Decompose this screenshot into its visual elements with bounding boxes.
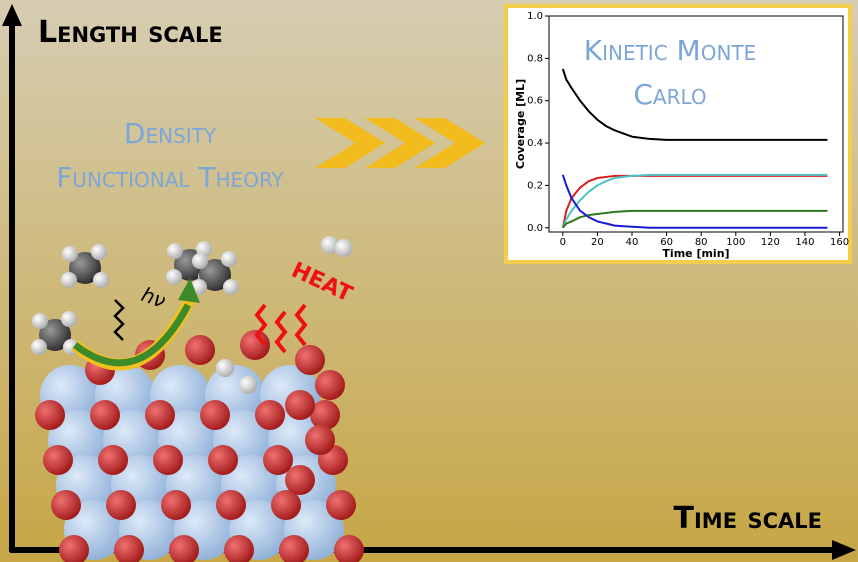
atom [263, 445, 293, 475]
atom [321, 236, 339, 254]
x-tick-label: 0 [560, 237, 566, 248]
y-tick-label: 1.0 [527, 11, 543, 22]
kmc-plot: 0 20 40 60 80 100 120 140 160 0.0 0.2 0.4 0.6 0.8 1.0 T… [514, 11, 849, 260]
chevrons [315, 118, 485, 168]
atom [32, 313, 48, 329]
atom [255, 400, 285, 430]
atom [114, 535, 144, 562]
kmc-label: Carlo [633, 78, 706, 111]
atom [169, 535, 199, 562]
atom [199, 259, 231, 291]
atom [192, 253, 208, 269]
atom [153, 445, 183, 475]
atom [98, 445, 128, 475]
atom [216, 490, 246, 520]
atom [208, 445, 238, 475]
atom [271, 490, 301, 520]
atom [61, 311, 77, 327]
atom [224, 535, 254, 562]
atom [62, 246, 78, 262]
y-tick-label: 0.8 [527, 53, 543, 64]
y-tick-label: 0.2 [527, 180, 543, 191]
atom [167, 243, 183, 259]
atom [106, 490, 136, 520]
atom [185, 335, 215, 365]
atom [295, 345, 325, 375]
y-tick-label: 0.6 [527, 96, 543, 107]
atom [221, 251, 237, 267]
plot-frame [548, 15, 844, 233]
atom [334, 535, 364, 562]
atom [93, 272, 109, 288]
atom [239, 376, 257, 394]
atom [240, 330, 270, 360]
atom [285, 390, 315, 420]
dft-label: Functional Theory [56, 161, 284, 194]
atom [91, 244, 107, 260]
atom [51, 490, 81, 520]
x-tick-label: 160 [830, 237, 849, 248]
atom [69, 252, 101, 284]
x-tick-label: 60 [660, 237, 673, 248]
x-tick-label: 20 [591, 237, 604, 248]
atom [285, 465, 315, 495]
atom [43, 445, 73, 475]
x-tick-label: 100 [726, 237, 745, 248]
atom [61, 272, 77, 288]
arrows [71, 278, 308, 371]
atom [31, 339, 47, 355]
x-tick-label: 40 [626, 237, 639, 248]
atom [200, 400, 230, 430]
atom [161, 490, 191, 520]
y-axis-label: Coverage [ML] [514, 79, 527, 169]
x-tick-label: 80 [695, 237, 708, 248]
atom [59, 535, 89, 562]
time-scale: Time scale [674, 501, 822, 536]
atom [335, 239, 353, 257]
series-line [561, 174, 828, 229]
kmc-panel [504, 4, 852, 264]
kmc-label: Kinetic Monte [584, 34, 757, 67]
atom [326, 490, 356, 520]
series-line [561, 174, 828, 228]
atom [279, 535, 309, 562]
atom [305, 425, 335, 455]
series-line [561, 68, 828, 141]
atom [145, 400, 175, 430]
series-line [562, 209, 828, 229]
atom [166, 269, 182, 285]
x-tick-label: 120 [761, 237, 780, 248]
y-tick-label: 0.0 [527, 223, 543, 234]
atom [216, 359, 234, 377]
y-tick-label: 0.4 [527, 138, 543, 149]
x-tick-label: 140 [795, 237, 814, 248]
length-scale: Length scale [38, 15, 223, 50]
x-axis-label: Time [min] [662, 247, 729, 260]
atom [315, 370, 345, 400]
atom [223, 279, 239, 295]
atom [310, 400, 340, 430]
atom [35, 400, 65, 430]
atom [39, 319, 71, 351]
dft-label: Density [124, 117, 217, 150]
atom [90, 400, 120, 430]
